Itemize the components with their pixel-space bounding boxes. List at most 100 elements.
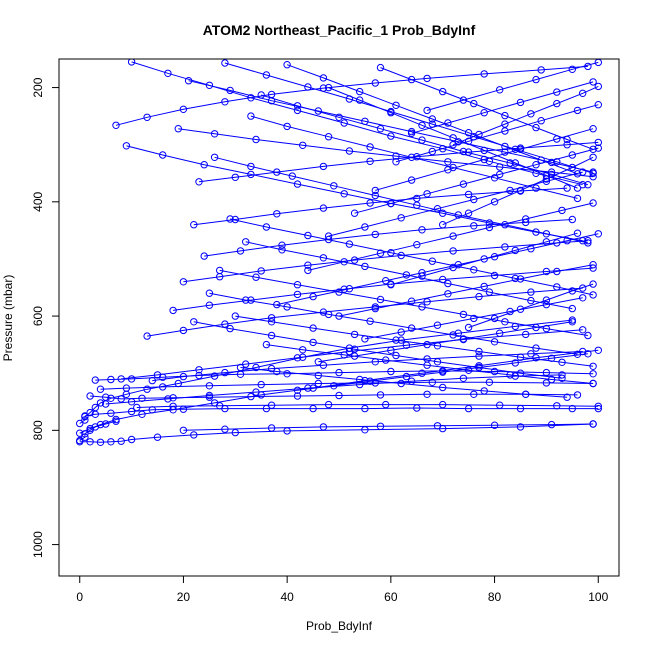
series-line xyxy=(84,407,599,417)
data-point xyxy=(330,382,338,390)
series-line xyxy=(245,241,573,310)
data-point xyxy=(309,292,317,301)
data-point xyxy=(579,347,587,356)
data-point xyxy=(153,371,162,379)
data-point xyxy=(247,162,255,171)
data-series xyxy=(464,280,597,332)
data-point xyxy=(309,338,317,347)
data-series xyxy=(387,229,582,289)
data-point xyxy=(480,282,488,291)
data-point xyxy=(542,379,551,387)
series-line xyxy=(131,61,583,186)
data-point xyxy=(236,363,245,372)
data-point xyxy=(267,314,276,322)
series-line xyxy=(147,287,583,337)
data-point xyxy=(335,113,343,122)
data-point xyxy=(179,105,188,114)
data-point xyxy=(584,331,592,340)
data-point xyxy=(371,358,379,366)
data-series xyxy=(179,420,597,434)
data-point xyxy=(527,245,535,253)
data-point xyxy=(335,312,343,320)
data-series xyxy=(76,316,576,428)
data-point xyxy=(340,190,348,198)
data-point xyxy=(190,431,198,439)
data-point xyxy=(319,162,328,171)
data-point xyxy=(433,205,442,213)
data-series xyxy=(293,350,592,394)
data-point xyxy=(366,143,374,151)
data-point xyxy=(324,232,333,240)
data-point xyxy=(579,181,587,189)
data-point xyxy=(537,66,545,74)
data-point xyxy=(475,363,483,372)
data-point xyxy=(553,283,561,291)
data-point xyxy=(553,99,561,108)
data-point xyxy=(573,229,582,237)
data-point xyxy=(252,135,260,144)
data-point xyxy=(143,385,151,393)
data-point xyxy=(102,420,110,428)
y-axis: 200 400 600 800 1000 xyxy=(31,77,60,558)
data-point xyxy=(221,368,229,377)
data-point xyxy=(392,101,400,110)
data-point xyxy=(579,89,587,98)
data-point xyxy=(138,394,146,402)
data-point xyxy=(86,392,94,400)
data-point xyxy=(589,169,597,178)
data-point xyxy=(91,403,100,412)
data-point xyxy=(314,379,322,388)
data-point xyxy=(542,171,551,180)
data-point xyxy=(376,391,385,399)
data-point xyxy=(304,266,312,275)
series-line xyxy=(328,87,578,189)
data-series xyxy=(273,230,602,309)
data-point xyxy=(283,303,291,311)
x-tick-label: 40 xyxy=(280,590,294,604)
data-point xyxy=(267,97,276,105)
series-line xyxy=(79,319,573,424)
data-point xyxy=(589,78,597,86)
series-line xyxy=(121,329,583,380)
data-point xyxy=(568,215,576,224)
data-series xyxy=(449,82,602,149)
series-layer xyxy=(76,59,602,446)
data-point xyxy=(553,239,561,247)
data-series xyxy=(324,168,587,240)
data-series xyxy=(127,59,587,189)
data-point xyxy=(127,375,136,383)
data-point xyxy=(350,330,359,339)
data-point xyxy=(102,400,110,408)
data-point xyxy=(397,379,405,388)
data-point xyxy=(573,184,582,192)
data-point xyxy=(553,402,561,410)
data-point xyxy=(594,144,602,152)
data-point xyxy=(589,199,597,207)
data-point xyxy=(589,291,597,299)
data-point xyxy=(179,426,188,434)
data-point xyxy=(267,364,276,373)
data-point xyxy=(226,86,234,95)
data-point xyxy=(226,215,234,223)
data-point xyxy=(501,243,509,251)
data-point xyxy=(293,106,302,115)
data-point xyxy=(449,163,457,172)
data-point xyxy=(573,391,582,399)
data-point xyxy=(594,101,602,109)
data-point xyxy=(470,390,478,398)
data-point xyxy=(501,148,509,156)
data-point xyxy=(257,380,265,389)
data-point xyxy=(470,99,478,108)
data-point xyxy=(392,351,400,360)
data-series xyxy=(76,417,120,445)
data-point xyxy=(392,336,400,344)
data-point xyxy=(371,379,379,387)
data-point xyxy=(547,168,556,176)
data-point xyxy=(387,281,395,289)
series-line xyxy=(136,404,599,408)
data-point xyxy=(309,324,317,332)
data-point xyxy=(309,404,317,413)
data-point xyxy=(387,109,395,117)
data-point xyxy=(107,375,115,384)
